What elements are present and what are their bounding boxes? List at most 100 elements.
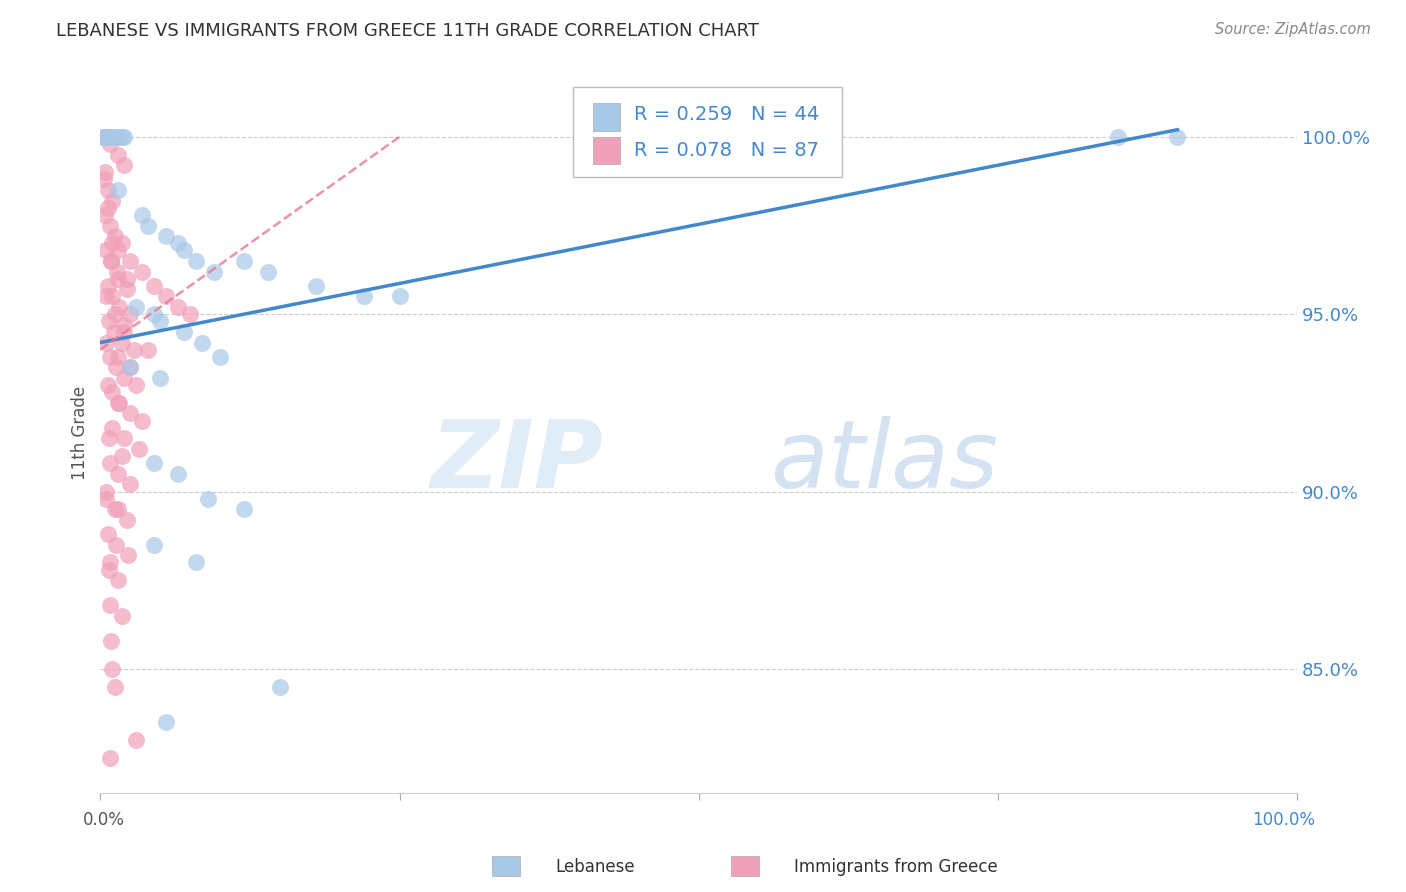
- Point: [96, 289, 118, 303]
- Point: [120, 360, 142, 375]
- Point: [115, 271, 138, 285]
- Text: 100.0%: 100.0%: [1251, 811, 1315, 829]
- Point: [191, 335, 214, 350]
- Point: [167, 467, 190, 481]
- Point: [91, 129, 114, 144]
- Point: [104, 229, 127, 244]
- Point: [96, 183, 118, 197]
- Point: [101, 194, 124, 208]
- Point: [94, 208, 117, 222]
- Point: [96, 378, 118, 392]
- Text: ZIP: ZIP: [430, 416, 603, 508]
- Point: [104, 360, 127, 375]
- Point: [97, 314, 120, 328]
- Point: [120, 407, 142, 421]
- Text: LEBANESE VS IMMIGRANTS FROM GREECE 11TH GRADE CORRELATION CHART: LEBANESE VS IMMIGRANTS FROM GREECE 11TH …: [56, 22, 759, 40]
- Point: [96, 491, 118, 506]
- Point: [100, 254, 122, 268]
- FancyBboxPatch shape: [593, 137, 620, 164]
- Point: [98, 750, 121, 764]
- Point: [93, 129, 115, 144]
- Point: [107, 467, 129, 481]
- Point: [98, 219, 121, 233]
- Point: [96, 129, 118, 144]
- Point: [96, 129, 118, 144]
- Point: [104, 307, 127, 321]
- Point: [96, 527, 118, 541]
- Point: [149, 314, 172, 328]
- Point: [167, 236, 190, 251]
- Point: [108, 396, 131, 410]
- Point: [112, 325, 135, 339]
- FancyBboxPatch shape: [574, 87, 842, 178]
- FancyBboxPatch shape: [593, 103, 620, 130]
- Point: [155, 289, 177, 303]
- Point: [112, 371, 135, 385]
- Point: [136, 343, 159, 357]
- Point: [96, 129, 118, 144]
- Point: [108, 129, 131, 144]
- Point: [101, 385, 124, 400]
- Point: [101, 236, 124, 251]
- Point: [112, 431, 135, 445]
- Point: [107, 244, 129, 258]
- Point: [104, 538, 127, 552]
- Text: R = 0.078   N = 87: R = 0.078 N = 87: [634, 141, 820, 160]
- Point: [155, 715, 177, 730]
- Point: [112, 158, 135, 172]
- Point: [111, 129, 134, 144]
- Point: [111, 236, 134, 251]
- Point: [111, 449, 134, 463]
- Point: [93, 172, 115, 186]
- Point: [688, 129, 710, 144]
- Point: [96, 484, 118, 499]
- Point: [120, 307, 142, 321]
- Point: [1166, 129, 1188, 144]
- Point: [184, 556, 207, 570]
- Point: [107, 147, 129, 161]
- Point: [115, 282, 138, 296]
- Point: [353, 289, 375, 303]
- Point: [125, 300, 148, 314]
- Point: [100, 633, 122, 648]
- Point: [97, 431, 120, 445]
- Point: [149, 371, 172, 385]
- Text: Lebanese: Lebanese: [555, 858, 636, 876]
- Point: [97, 563, 120, 577]
- Text: R = 0.259   N = 44: R = 0.259 N = 44: [634, 105, 820, 124]
- Point: [125, 378, 148, 392]
- Point: [107, 502, 129, 516]
- Point: [120, 477, 142, 491]
- Point: [131, 208, 153, 222]
- Point: [112, 129, 135, 144]
- Point: [101, 420, 124, 434]
- Text: Immigrants from Greece: Immigrants from Greece: [794, 858, 998, 876]
- Point: [136, 219, 159, 233]
- Point: [128, 442, 150, 456]
- Point: [101, 662, 124, 676]
- Point: [269, 680, 291, 694]
- Point: [197, 491, 219, 506]
- Point: [98, 556, 121, 570]
- Text: atlas: atlas: [770, 417, 998, 508]
- Point: [1107, 129, 1129, 144]
- Point: [233, 502, 256, 516]
- Point: [96, 278, 118, 293]
- Point: [184, 254, 207, 268]
- Point: [111, 608, 134, 623]
- Point: [104, 502, 127, 516]
- Point: [179, 307, 201, 321]
- Point: [107, 573, 129, 587]
- Point: [143, 456, 166, 470]
- Point: [202, 264, 225, 278]
- Point: [120, 254, 142, 268]
- Text: 0.0%: 0.0%: [83, 811, 124, 829]
- Point: [96, 335, 118, 350]
- Point: [104, 129, 127, 144]
- Point: [98, 136, 121, 151]
- Point: [107, 396, 129, 410]
- Point: [107, 183, 129, 197]
- Point: [208, 350, 231, 364]
- Point: [257, 264, 280, 278]
- Point: [173, 244, 195, 258]
